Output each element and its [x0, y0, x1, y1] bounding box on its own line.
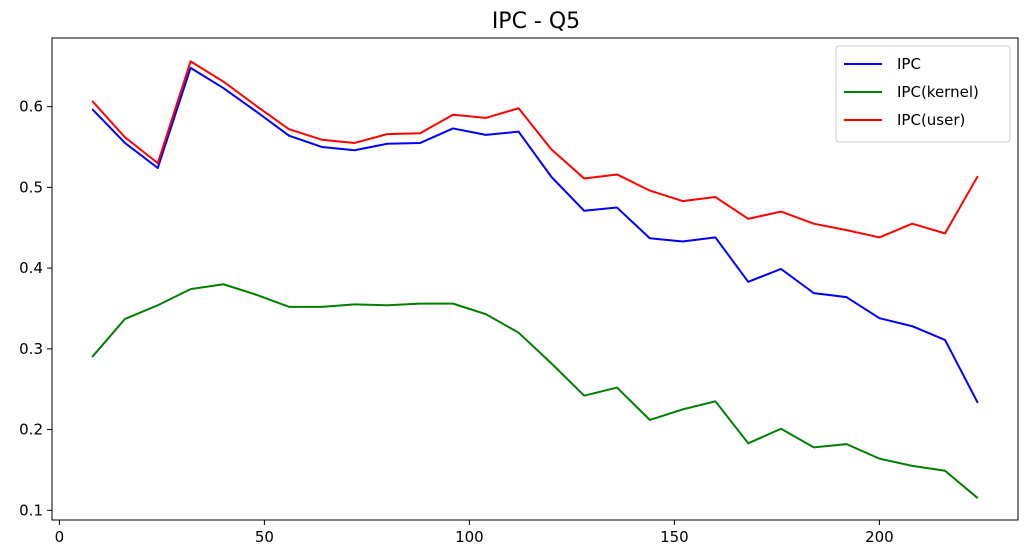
x-tick-label: 100 — [455, 528, 484, 546]
y-tick-label: 0.1 — [19, 501, 43, 519]
series-line-ipc-user — [91, 60, 979, 239]
y-tick-label: 0.2 — [19, 421, 43, 439]
legend-box — [835, 45, 1011, 143]
y-tick-label: 0.6 — [19, 98, 43, 116]
series-line-ipc — [91, 66, 979, 404]
y-axis: 0.1 0.2 0.3 0.4 0.5 0.6 — [19, 98, 52, 519]
plot-area-frame — [51, 37, 1019, 521]
x-tick-label: 200 — [865, 528, 894, 546]
series-layer — [91, 60, 979, 499]
legend-label: IPC(user) — [897, 111, 965, 129]
y-tick-label: 0.4 — [19, 259, 43, 277]
chart-title: IPC - Q5 — [492, 9, 580, 34]
series-line-ipc-kernel — [91, 283, 979, 499]
x-tick-label: 50 — [255, 528, 274, 546]
x-tick-label: 0 — [55, 528, 65, 546]
legend: IPC IPC(kernel) IPC(user) — [835, 45, 1011, 143]
y-tick-label: 0.3 — [19, 340, 43, 358]
y-tick-label: 0.5 — [19, 178, 43, 196]
legend-label: IPC — [897, 55, 921, 73]
x-tick-label: 150 — [660, 528, 689, 546]
x-axis: 0 50 100 150 200 — [55, 520, 894, 546]
legend-label: IPC(kernel) — [897, 83, 979, 101]
